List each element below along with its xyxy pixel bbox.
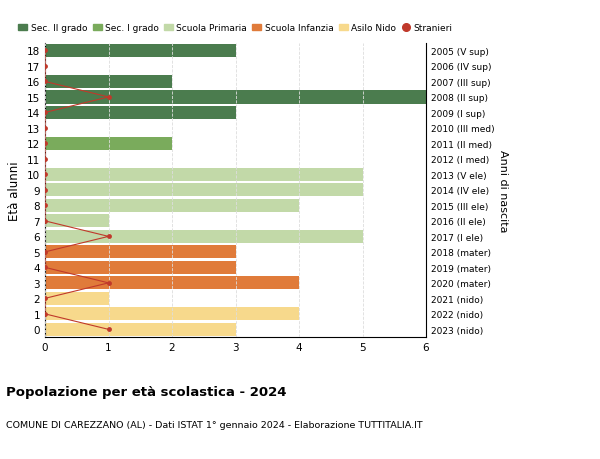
Bar bbox=[45, 76, 172, 89]
Bar bbox=[45, 277, 299, 290]
Bar bbox=[45, 308, 299, 321]
Bar bbox=[45, 261, 235, 274]
Bar bbox=[45, 106, 235, 120]
Bar bbox=[45, 199, 299, 213]
Y-axis label: Anni di nascita: Anni di nascita bbox=[499, 149, 508, 232]
Bar bbox=[45, 323, 235, 336]
Bar bbox=[45, 168, 362, 182]
Bar bbox=[45, 246, 235, 259]
Text: Popolazione per età scolastica - 2024: Popolazione per età scolastica - 2024 bbox=[6, 386, 287, 398]
Bar bbox=[45, 91, 426, 104]
Legend: Sec. II grado, Sec. I grado, Scuola Primaria, Scuola Infanzia, Asilo Nido, Stran: Sec. II grado, Sec. I grado, Scuola Prim… bbox=[19, 24, 452, 33]
Text: COMUNE DI CAREZZANO (AL) - Dati ISTAT 1° gennaio 2024 - Elaborazione TUTTITALIA.: COMUNE DI CAREZZANO (AL) - Dati ISTAT 1°… bbox=[6, 420, 422, 429]
Bar bbox=[45, 138, 172, 151]
Bar bbox=[45, 184, 362, 197]
Bar bbox=[45, 45, 235, 58]
Y-axis label: Età alunni: Età alunni bbox=[8, 161, 22, 220]
Bar bbox=[45, 230, 362, 243]
Bar bbox=[45, 292, 109, 305]
Bar bbox=[45, 215, 109, 228]
